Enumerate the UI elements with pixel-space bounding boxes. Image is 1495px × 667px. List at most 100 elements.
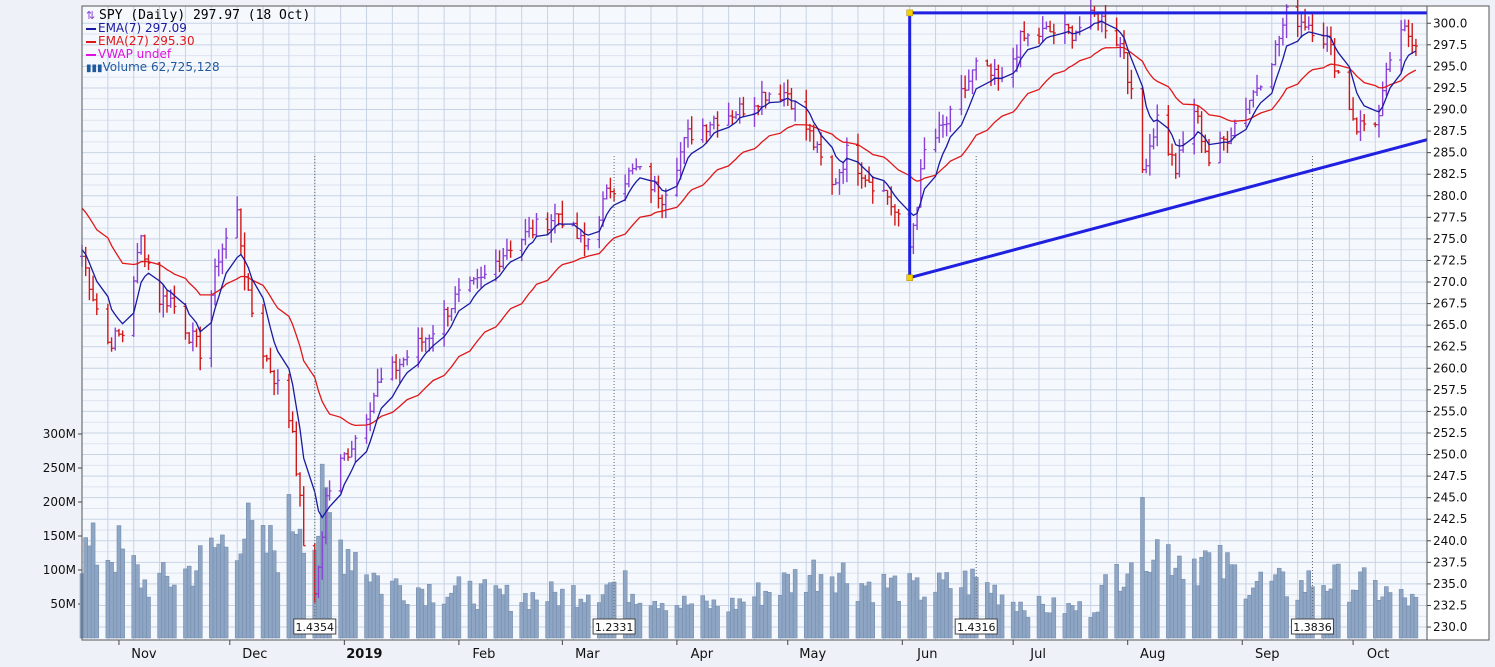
price-tick-label: 300.0 bbox=[1433, 16, 1467, 30]
volume-bar bbox=[271, 550, 277, 639]
volume-tick-label: 300M bbox=[43, 427, 76, 441]
volume-bar bbox=[1387, 592, 1393, 639]
volume-bar bbox=[733, 608, 739, 639]
legend-ema7-label: EMA(7) 297.09 bbox=[98, 21, 187, 35]
volume-bar bbox=[475, 609, 480, 639]
volume-bar bbox=[1118, 590, 1123, 639]
volume-bar bbox=[545, 601, 550, 639]
price-tick-label: 255.0 bbox=[1433, 404, 1467, 418]
price-tick-label: 235.0 bbox=[1433, 577, 1467, 591]
volume-bar bbox=[275, 572, 281, 639]
volume-bar bbox=[375, 575, 380, 639]
volume-bar bbox=[249, 520, 255, 639]
volume-bar bbox=[1166, 544, 1171, 639]
volume-bar bbox=[131, 555, 136, 639]
volume-bar bbox=[1010, 601, 1016, 639]
volume-bar bbox=[1203, 550, 1208, 639]
volume-bar bbox=[1195, 585, 1201, 639]
volume-bar bbox=[1151, 559, 1156, 639]
volume-bar bbox=[940, 579, 946, 639]
volume-bar bbox=[1258, 571, 1263, 639]
volume-bar bbox=[260, 525, 266, 639]
volume-bar bbox=[1221, 578, 1227, 639]
chart-legend: ⇅ SPY (Daily) 297.97 (18 Oct) EMA(7) 297… bbox=[86, 9, 310, 75]
volume-bar bbox=[209, 537, 214, 639]
volume-bar bbox=[1114, 564, 1119, 639]
volume-tick-label: 200M bbox=[43, 495, 76, 509]
volume-bar bbox=[682, 595, 687, 639]
volume-bar bbox=[763, 590, 768, 639]
volume-bar bbox=[1347, 601, 1352, 639]
volume-bar bbox=[737, 598, 742, 639]
volume-bar bbox=[866, 581, 872, 639]
volume-tick-label: 250M bbox=[43, 461, 76, 475]
volume-bar bbox=[999, 594, 1005, 639]
volume-bar bbox=[560, 588, 565, 639]
annotation-box bbox=[592, 618, 636, 635]
price-axis-panel bbox=[1427, 6, 1489, 640]
volume-bar bbox=[715, 606, 720, 639]
annotation-label: 1.2331 bbox=[595, 621, 634, 634]
volume-bar bbox=[549, 581, 554, 639]
volume-bar bbox=[1273, 574, 1278, 639]
volume-bar bbox=[393, 578, 399, 639]
volume-bars bbox=[79, 463, 1419, 639]
volume-bar bbox=[397, 585, 403, 639]
volume-bar bbox=[1228, 564, 1234, 639]
volume-bar bbox=[197, 545, 203, 639]
volume-bar bbox=[973, 576, 979, 639]
annotation-label: 1.4354 bbox=[296, 621, 335, 634]
volume-bar bbox=[220, 534, 225, 639]
price-tick-label: 237.5 bbox=[1433, 555, 1467, 569]
volume-bar bbox=[944, 572, 949, 639]
price-tick-label: 277.5 bbox=[1433, 210, 1467, 224]
volume-bar bbox=[785, 574, 791, 639]
ema7-line bbox=[81, 20, 1417, 519]
volume-bar bbox=[87, 545, 92, 639]
volume-bar bbox=[700, 595, 706, 639]
volume-tick-label: 50M bbox=[50, 597, 76, 611]
volume-bar bbox=[1243, 598, 1249, 639]
ohlc-bars bbox=[80, 0, 1418, 603]
volume-bar bbox=[404, 604, 410, 639]
volume-bar bbox=[685, 604, 691, 639]
volume-bar bbox=[1206, 552, 1212, 639]
volume-bar bbox=[1077, 601, 1082, 639]
volume-bar bbox=[818, 574, 824, 639]
volume-bar bbox=[741, 601, 746, 639]
volume-bar bbox=[863, 585, 868, 639]
price-tick-label: 230.0 bbox=[1433, 620, 1467, 634]
volume-bar bbox=[379, 593, 384, 639]
volume-bar bbox=[1350, 589, 1356, 639]
price-tick-label: 282.5 bbox=[1433, 167, 1467, 181]
volume-bar bbox=[678, 607, 683, 639]
volume-bar bbox=[371, 572, 377, 639]
volume-bar bbox=[574, 607, 580, 639]
volume-bar bbox=[504, 584, 510, 639]
volume-bar bbox=[445, 596, 451, 639]
price-tick-label: 252.5 bbox=[1433, 426, 1467, 440]
volume-bar bbox=[1409, 593, 1415, 639]
volume-bar bbox=[1361, 567, 1367, 639]
month-label: Mar bbox=[575, 647, 600, 662]
volume-bar bbox=[500, 594, 506, 639]
volume-bar bbox=[585, 594, 591, 639]
volume-bar bbox=[752, 596, 757, 639]
legend-volume: ▮▮▮Volume 62,725,128 bbox=[86, 61, 310, 75]
ema27-line bbox=[81, 46, 1417, 427]
annotation-label: 1.4316 bbox=[957, 621, 996, 634]
volume-bar bbox=[855, 601, 861, 639]
month-label: Feb bbox=[472, 647, 495, 662]
month-label: Dec bbox=[242, 647, 267, 662]
month-label: Jul bbox=[1029, 647, 1046, 662]
volume-bar bbox=[268, 525, 273, 639]
volume-bar bbox=[1269, 580, 1275, 639]
volume-bar bbox=[1025, 617, 1031, 639]
trendline-anchor-handle bbox=[906, 9, 913, 17]
month-label: Apr bbox=[691, 647, 714, 662]
volume-bar bbox=[704, 600, 709, 639]
volume-bar bbox=[1070, 605, 1075, 639]
ema7-swatch bbox=[86, 27, 96, 30]
volume-bar bbox=[113, 571, 118, 639]
